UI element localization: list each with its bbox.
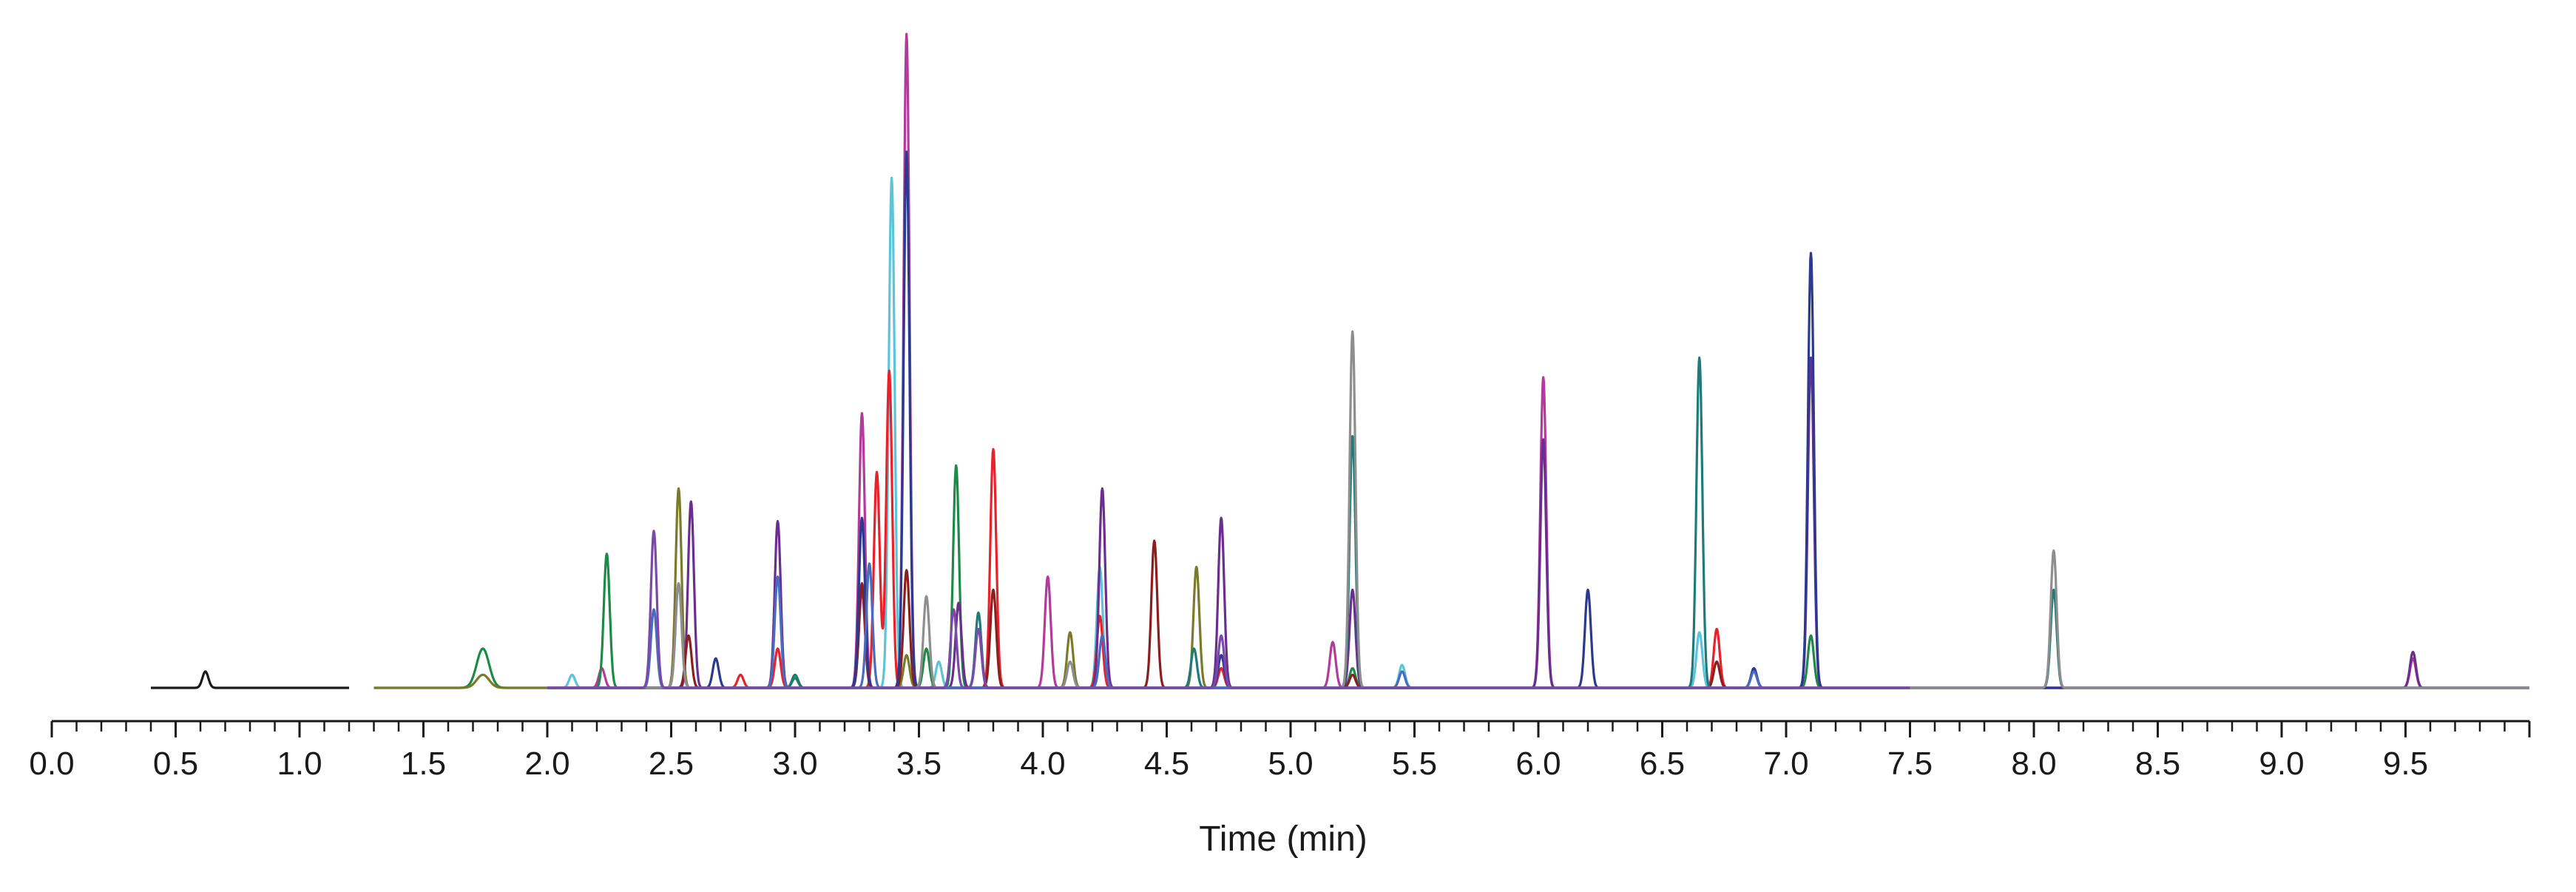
- x-tick-label: 3.0: [772, 746, 817, 782]
- x-tick-label: 2.5: [649, 746, 694, 782]
- x-tick-label: 4.5: [1144, 746, 1189, 782]
- x-tick-label: 4.0: [1020, 746, 1065, 782]
- x-axis-tick-labels: 0.0 0.5 1.0 1.5 2.0 2.5 3.0 3.5 4.0 4.5 5.0 5.5 6.0 6…: [29, 746, 2428, 782]
- x-axis-ticks: [50, 721, 2531, 737]
- x-tick-label: 5.5: [1392, 746, 1437, 782]
- x-tick-label: 7.0: [1763, 746, 1808, 782]
- x-axis-title: Time (min): [1199, 820, 1368, 859]
- chromatogram-traces: [150, 33, 2530, 689]
- trace-series-1: [150, 670, 350, 689]
- x-tick-label: 2.0: [524, 746, 569, 782]
- trace-series-5: [373, 464, 1911, 689]
- trace-series-6: [373, 487, 1539, 689]
- x-tick-label: 7.5: [1887, 746, 1933, 782]
- x-tick-label: 8.0: [2011, 746, 2056, 782]
- x-tick-label: 9.5: [2383, 746, 2428, 782]
- trace-series-13: [547, 530, 1911, 689]
- x-tick-label: 1.0: [277, 746, 322, 782]
- x-tick-label: 3.5: [896, 746, 942, 782]
- x-tick-label: 0.5: [153, 746, 198, 782]
- x-tick-label: 1.5: [401, 746, 446, 782]
- trace-series-7: [547, 357, 2530, 689]
- x-tick-label: 0.0: [29, 746, 74, 782]
- x-tick-label: 9.0: [2259, 746, 2304, 782]
- x-tick-label: 6.0: [1515, 746, 1561, 782]
- x-axis: 0.0 0.5 1.0 1.5 2.0 2.5 3.0 3.5 4.0 4.5 5.0 5.5 6.0 6…: [29, 720, 2531, 782]
- x-tick-label: 6.5: [1640, 746, 1685, 782]
- x-tick-label: 5.0: [1268, 746, 1313, 782]
- x-tick-label: 8.5: [2135, 746, 2180, 782]
